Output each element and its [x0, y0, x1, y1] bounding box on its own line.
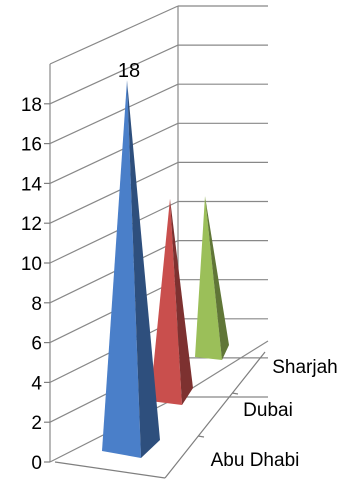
pyramid-sharjah — [195, 196, 229, 360]
gridline — [49, 44, 179, 105]
y-tick-label: 4 — [31, 373, 42, 394]
y-tick-labels: 0 2 4 6 8 10 12 14 16 18 — [21, 95, 43, 474]
pyramid-dubai — [150, 198, 193, 405]
pyramid-abu-dhabi — [102, 80, 160, 458]
category-labels: Abu Dhabi Dubai Sharjah — [211, 357, 338, 471]
gridline — [49, 5, 179, 65]
gridline — [49, 161, 179, 224]
depth-tick-mark — [197, 435, 205, 438]
category-label: Dubai — [243, 400, 293, 421]
category-label: Abu Dhabi — [211, 450, 300, 471]
y-tick-label: 16 — [21, 135, 42, 156]
y-tick-label: 10 — [21, 254, 42, 275]
gridline — [49, 122, 179, 184]
pyramid-front-face — [195, 196, 222, 360]
pyramid-side-face — [170, 198, 193, 405]
y-tick-label: 14 — [21, 174, 43, 195]
gridline — [49, 240, 179, 304]
gridlines — [49, 5, 268, 463]
data-label: 18 — [118, 60, 140, 82]
pyramid-side-face — [205, 196, 229, 360]
y-tick-label: 12 — [21, 214, 42, 235]
depth-axis-line — [164, 351, 266, 479]
pyramid-front-face — [150, 198, 182, 405]
pyramid-side-face — [127, 80, 160, 458]
floor-front-edge — [54, 461, 166, 479]
y-tick-label: 8 — [31, 294, 42, 315]
y-tick-label: 2 — [31, 413, 42, 434]
y-tick-label: 6 — [31, 334, 42, 355]
gridline — [49, 200, 179, 264]
depth-tick-mark — [231, 392, 239, 395]
y-tick-label: 0 — [31, 453, 42, 474]
data-labels: 18 — [118, 60, 140, 82]
pyramid-front-face — [102, 80, 141, 458]
y-tick-label: 18 — [21, 95, 42, 116]
gridline — [49, 83, 179, 145]
category-label: Sharjah — [272, 357, 338, 378]
floor-back-edge — [177, 340, 269, 398]
pyramids — [102, 80, 229, 458]
